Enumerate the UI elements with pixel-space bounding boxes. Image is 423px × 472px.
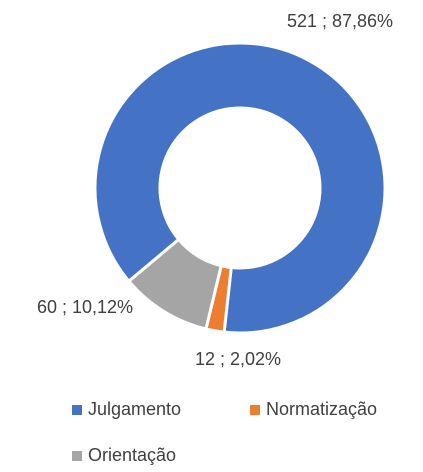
slice <box>93 41 387 335</box>
legend-label: Julgamento <box>88 399 181 419</box>
legend-label: Orientação <box>88 445 176 465</box>
data-label: 12 ; 2,02% <box>195 349 281 369</box>
legend-label: Normatização <box>266 399 377 419</box>
legend-swatch <box>250 405 260 415</box>
data-label: 521 ; 87,86% <box>287 11 393 31</box>
legend-swatch <box>72 405 82 415</box>
legend-swatch <box>72 451 82 461</box>
data-label: 60 ; 10,12% <box>37 297 133 317</box>
slice <box>126 237 224 331</box>
